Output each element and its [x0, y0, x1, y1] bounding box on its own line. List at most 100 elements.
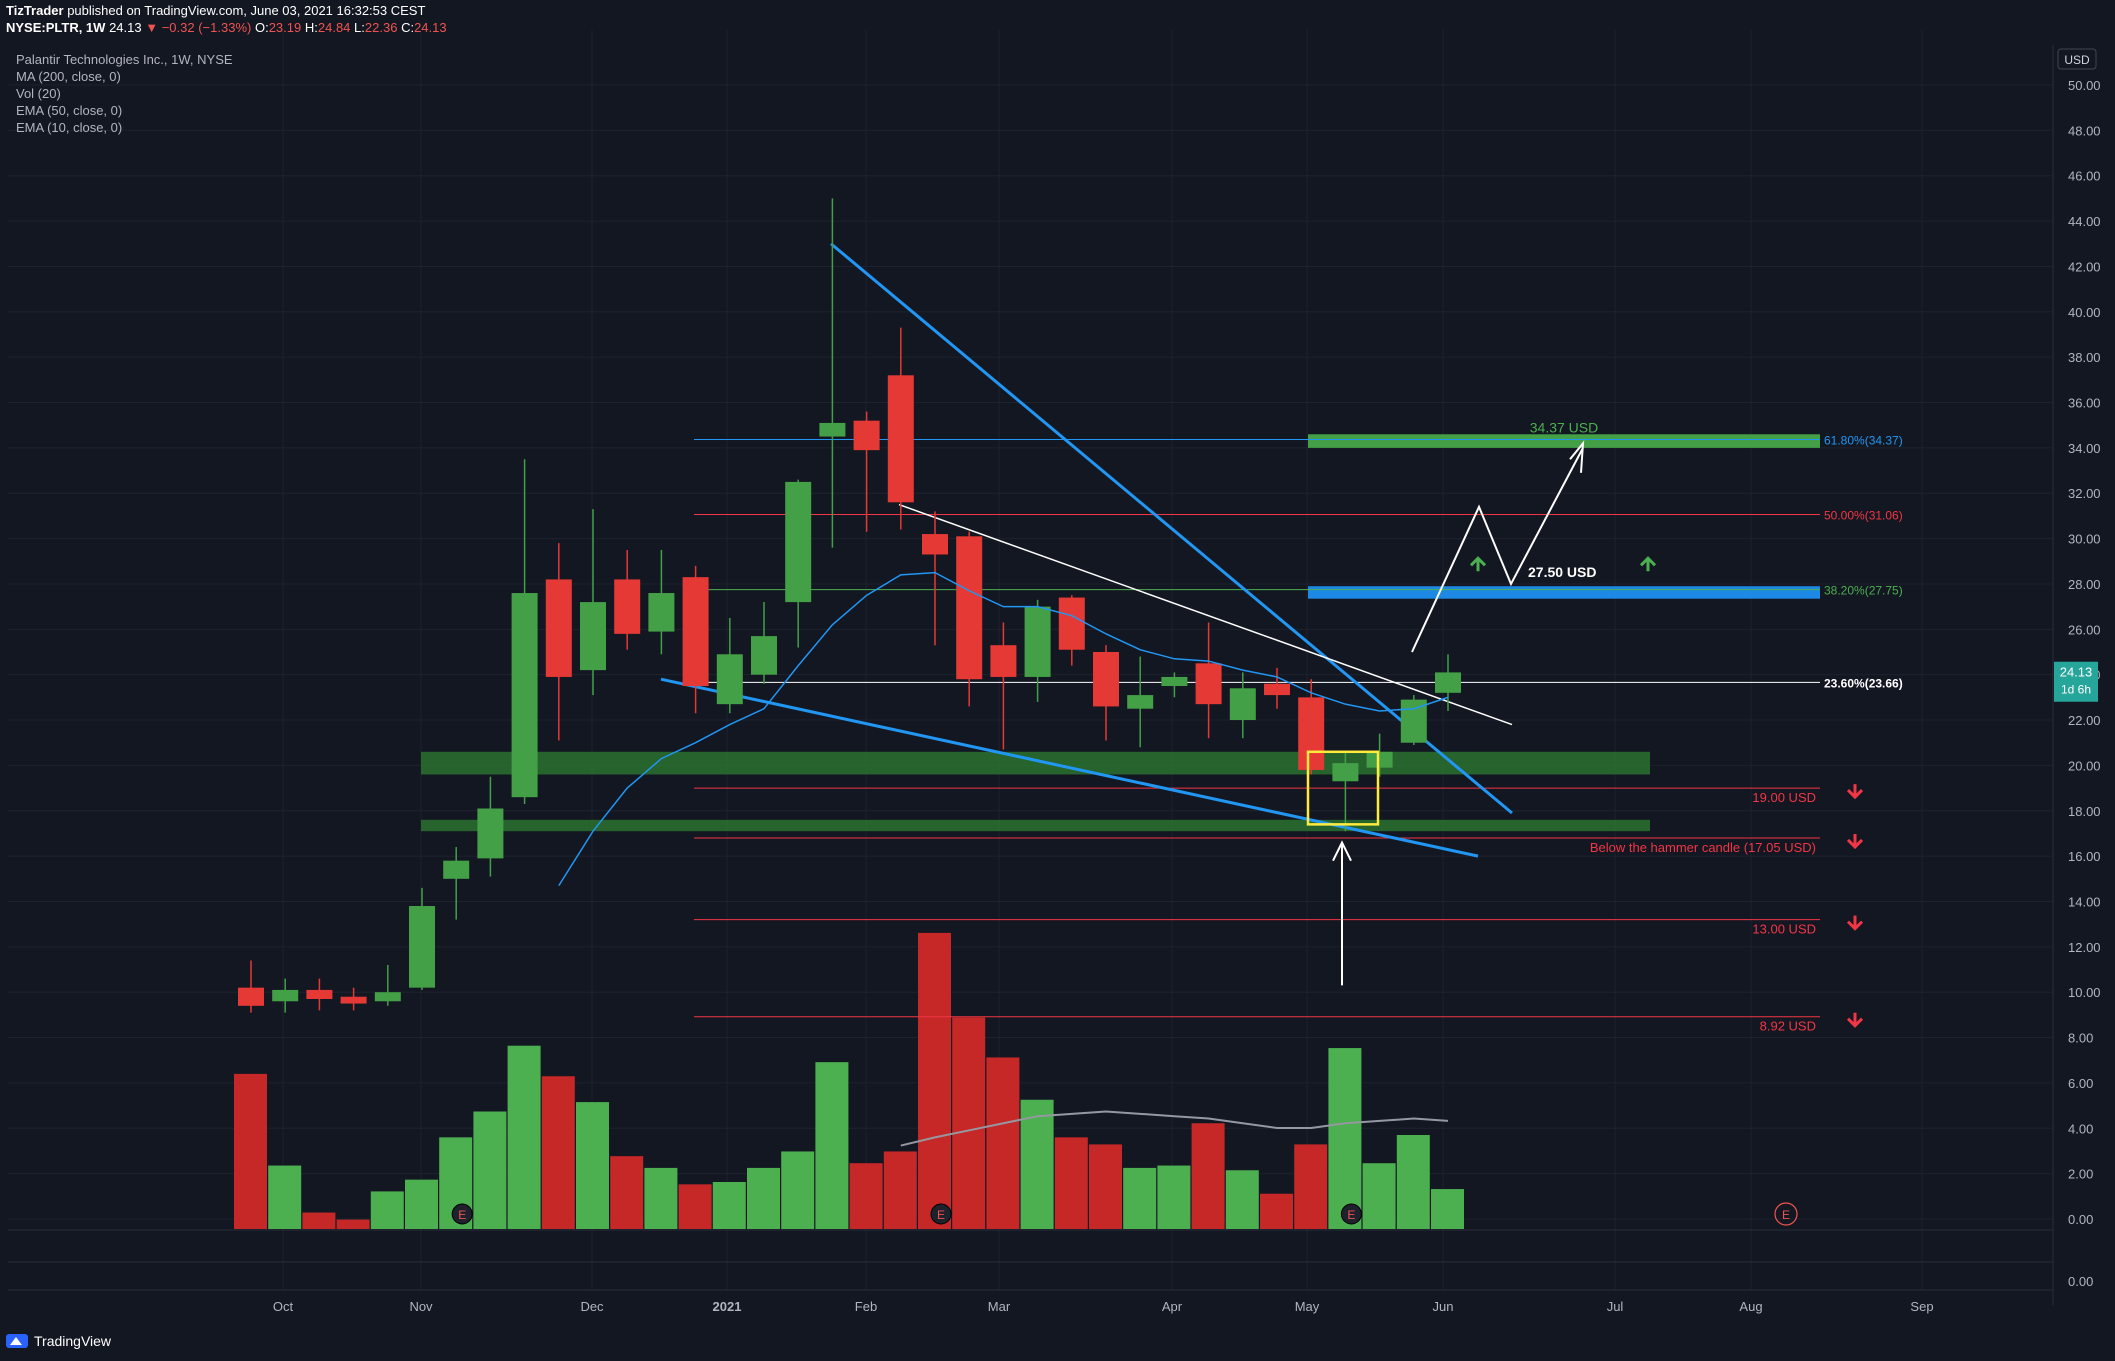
fib-label: 50.00%(31.06) — [1824, 509, 1903, 523]
candle-body — [409, 906, 435, 988]
earnings-marker-icon — [1340, 1203, 1362, 1225]
time-tick: 2021 — [713, 1299, 742, 1314]
volume-tick: 0.00 — [2068, 1274, 2093, 1289]
candle-body — [682, 577, 709, 687]
change-label: ▼ −0.32 (−1.33%) — [145, 20, 252, 35]
time-tick: Mar — [988, 1299, 1011, 1314]
candle-body — [922, 534, 948, 555]
indicator-ema10[interactable]: EMA (10, close, 0) — [16, 120, 123, 135]
level-labels: 61.80%(34.37) 50.00%(31.06) 38.20%(27.75) 2… — [1528, 419, 1903, 1033]
volume-bar — [1123, 1167, 1157, 1229]
volume-bar — [1020, 1099, 1054, 1229]
price-levels[interactable] — [694, 438, 1820, 1018]
time-tick: Sep — [1910, 1299, 1933, 1314]
volume-bar — [1294, 1144, 1328, 1229]
candle-body — [819, 422, 846, 437]
tradingview-logo[interactable]: TradingView — [6, 1333, 111, 1349]
publisher-name[interactable]: TizTrader — [6, 3, 64, 18]
trend-lines[interactable] — [660, 242, 1513, 858]
last-price-tag — [2054, 661, 2098, 702]
currency-badge — [2057, 48, 2097, 70]
hammer-highlight-box — [1306, 750, 1380, 826]
candle-body — [1127, 695, 1154, 709]
close-label: C: — [401, 20, 415, 35]
candle-body — [1058, 597, 1085, 650]
candle-body — [1195, 663, 1222, 705]
candle-body — [1400, 699, 1427, 743]
price-tick: 16.00 — [2068, 849, 2101, 864]
volume-ma-line — [900, 1110, 1449, 1147]
target-zone-27 — [1308, 586, 1820, 599]
indicator-vol20[interactable]: Vol (20) — [16, 86, 61, 101]
volume-bar — [610, 1156, 644, 1229]
volume-bar — [302, 1212, 336, 1229]
open-value: 23.19 — [268, 20, 302, 35]
support-zone — [421, 819, 1650, 832]
earnings-marker-label: E — [937, 1208, 945, 1222]
volume-bar — [336, 1219, 370, 1229]
last-price: 24.13 — [109, 20, 142, 35]
volume-ma — [900, 1110, 1449, 1147]
countdown-label: 1d 6h — [2061, 683, 2091, 697]
stop-label: Below the hammer candle (17.05 USD) — [1590, 840, 1816, 855]
volume-bar — [576, 1102, 609, 1229]
time-tick: Jul — [1607, 1299, 1624, 1314]
indicator-ema50[interactable]: EMA (50, close, 0) — [16, 103, 123, 118]
volume-bar — [1328, 1048, 1362, 1229]
volume-bar — [883, 1151, 917, 1229]
price-tick: 50.00 — [2068, 78, 2101, 93]
up-arrow-icon — [1332, 840, 1352, 986]
price-tick: 10.00 — [2068, 985, 2101, 1000]
price-tick: 28.00 — [2068, 577, 2101, 592]
candle-body — [853, 420, 880, 451]
last-price-value: 24.13 — [2060, 665, 2093, 680]
target-label: 27.50 USD — [1528, 564, 1596, 580]
high-value: 24.84 — [317, 20, 351, 35]
future-earnings-marker-label: E — [1782, 1208, 1790, 1222]
earnings-marker-label: E — [1347, 1208, 1355, 1222]
price-tick: 38.00 — [2068, 350, 2101, 365]
fib-label: 23.60%(23.66) — [1824, 676, 1903, 690]
axes[interactable]: USD 50.00 48.00 46.00 44.00 42.00 40.00 38.00 36… — [8, 45, 2101, 1314]
volume-bar — [1431, 1189, 1464, 1229]
ema10-line — [558, 571, 1449, 887]
candle-body — [1161, 676, 1188, 687]
time-tick: Jun — [1433, 1299, 1454, 1314]
volume-bar — [849, 1163, 883, 1229]
low-label: L: — [354, 20, 365, 35]
price-tick: 0.00 — [2068, 1212, 2093, 1227]
tradingview-brand: TradingView — [34, 1333, 112, 1349]
price-tick: 32.00 — [2068, 486, 2101, 501]
legend-title[interactable]: Palantir Technologies Inc., 1W, NYSE — [16, 52, 233, 67]
price-tick: 2.00 — [2068, 1167, 2093, 1182]
volume-bar — [541, 1076, 575, 1229]
indicator-ma200[interactable]: MA (200, close, 0) — [16, 69, 121, 84]
volume-bar — [644, 1167, 678, 1229]
volume-bar — [1089, 1144, 1122, 1229]
volume-bar — [712, 1182, 746, 1229]
candle-body — [887, 375, 914, 503]
stop-label: 13.00 USD — [1752, 922, 1816, 937]
candle-body — [1366, 751, 1393, 768]
time-tick: Apr — [1162, 1299, 1183, 1314]
candle-body — [648, 593, 675, 632]
open-label: O: — [254, 20, 269, 35]
candle-body — [1332, 763, 1359, 782]
target-label: 34.37 USD — [1530, 419, 1598, 435]
fib-label: 61.80%(34.37) — [1824, 433, 1903, 447]
candle-body — [751, 636, 777, 675]
candle-body — [1229, 688, 1256, 721]
stop-label: 8.92 USD — [1760, 1019, 1816, 1034]
candle-body — [340, 996, 367, 1004]
candle-body — [443, 860, 470, 879]
volume-bar — [747, 1167, 780, 1229]
price-tick: 46.00 — [2068, 169, 2101, 184]
candle-body — [272, 989, 299, 1002]
price-tick: 40.00 — [2068, 305, 2101, 320]
volume-bar — [405, 1179, 438, 1229]
candle-body — [1264, 683, 1290, 696]
earnings-marker-icon — [451, 1203, 473, 1225]
volume-bars — [234, 932, 1464, 1229]
